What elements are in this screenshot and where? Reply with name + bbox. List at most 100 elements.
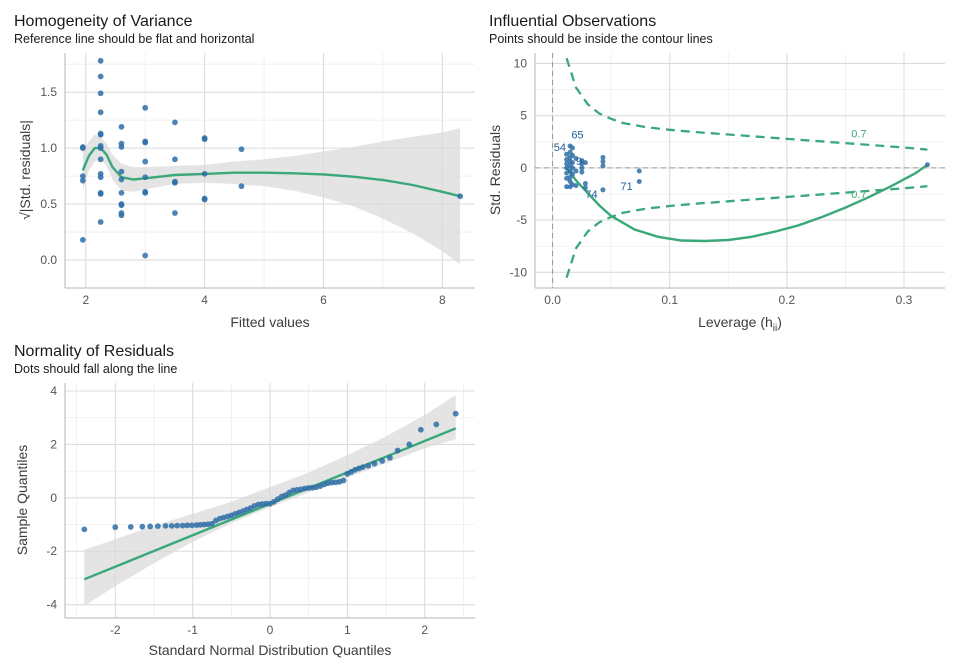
data-point: [600, 159, 606, 165]
data-point: [172, 179, 178, 186]
chart-panel-influential: Influential Observations Points should be…: [487, 13, 945, 334]
x-tick-label: 8: [439, 293, 446, 307]
x-axis-title: Standard Normal Distribution Quantiles: [149, 642, 392, 658]
data-point: [97, 145, 104, 152]
chart-panel-homogeneity: Homogeneity of Variance Reference line sh…: [14, 13, 475, 330]
data-point: [569, 165, 575, 171]
data-point: [579, 165, 585, 171]
x-tick-label: -2: [110, 623, 121, 637]
x-tick-label: 0.2: [779, 293, 796, 307]
data-point: [579, 169, 585, 175]
data-point: [118, 144, 125, 150]
y-tick-label: 0.5: [40, 197, 57, 211]
data-point: [97, 90, 104, 97]
y-axis-title: Sample Quantiles: [14, 445, 30, 556]
data-point: [142, 174, 149, 181]
data-point: [97, 174, 104, 181]
x-tick-label: 0.1: [661, 293, 678, 307]
y-tick-label: -2: [46, 544, 57, 558]
data-point: [179, 522, 186, 529]
data-point: [452, 410, 459, 417]
data-point: [154, 523, 161, 530]
x-tick-label: 6: [320, 293, 327, 307]
x-axis-title: Fitted values: [230, 314, 309, 330]
data-point: [340, 477, 347, 484]
data-point: [569, 152, 575, 158]
data-point: [172, 119, 178, 126]
point-label: 54: [554, 142, 566, 154]
confidence-band: [82, 128, 461, 265]
data-point: [168, 522, 175, 529]
point-label: 71: [621, 181, 633, 193]
data-point: [359, 464, 366, 471]
data-point: [238, 183, 245, 190]
data-point: [79, 177, 86, 184]
data-point: [201, 170, 208, 177]
data-point: [142, 158, 149, 165]
point-label: 65: [571, 130, 583, 142]
data-point: [569, 145, 575, 151]
data-point: [636, 178, 642, 184]
contour-label: 0.7: [851, 129, 866, 141]
data-point: [365, 462, 372, 469]
data-point: [387, 454, 393, 461]
data-point: [406, 441, 413, 448]
data-point: [118, 189, 125, 196]
point-label: 9: [576, 156, 582, 168]
data-point: [118, 202, 125, 209]
data-point: [573, 155, 579, 161]
data-point: [636, 168, 642, 174]
x-tick-label: 4: [201, 293, 208, 307]
x-tick-label: 0: [267, 623, 274, 637]
y-tick-label: 0: [520, 161, 527, 175]
x-axis-title-main: Leverage (h: [698, 314, 773, 330]
data-point: [573, 168, 579, 174]
y-tick-label: -4: [46, 598, 57, 612]
x-axis-title-subscript: ii: [773, 323, 777, 334]
data-point: [97, 73, 104, 80]
data-point: [582, 160, 588, 166]
y-tick-label: 1.0: [40, 141, 57, 155]
x-axis-title-end: ): [777, 314, 782, 330]
data-point: [97, 219, 104, 225]
x-tick-label: 2: [421, 623, 428, 637]
data-point: [573, 183, 579, 189]
data-point: [172, 156, 178, 163]
data-point: [188, 522, 195, 529]
x-tick-label: 2: [82, 293, 89, 307]
data-point: [81, 526, 88, 533]
data-point: [569, 171, 575, 177]
x-tick-label: 1: [344, 623, 351, 637]
data-point: [79, 236, 86, 243]
data-point: [162, 522, 169, 529]
x-tick-label: -1: [187, 623, 198, 637]
data-point: [600, 187, 606, 193]
y-tick-label: 0: [50, 491, 57, 505]
data-point: [417, 426, 424, 433]
data-point: [142, 252, 149, 259]
data-point: [147, 523, 153, 530]
data-point: [600, 163, 606, 169]
data-point: [142, 139, 149, 146]
chart-subtitle: Dots should fall along the line: [14, 362, 177, 376]
y-tick-label: 1.5: [40, 85, 57, 99]
data-point: [127, 524, 134, 530]
data-point: [139, 523, 146, 530]
data-point: [79, 173, 86, 179]
x-tick-label: 0.3: [896, 293, 913, 307]
point-label: 74: [585, 189, 597, 201]
data-point: [174, 522, 181, 529]
y-tick-label: 5: [520, 109, 527, 123]
data-point: [142, 104, 149, 111]
data-point: [142, 189, 149, 196]
y-tick-label: 2: [50, 437, 57, 451]
data-point: [118, 168, 125, 175]
data-point: [582, 185, 588, 191]
plot-layer: [535, 53, 945, 288]
fit-line: [565, 163, 929, 243]
y-tick-label: 10: [514, 56, 528, 70]
data-point: [201, 136, 208, 143]
chart-title: Normality of Residuals: [14, 343, 174, 360]
data-point: [433, 421, 440, 428]
